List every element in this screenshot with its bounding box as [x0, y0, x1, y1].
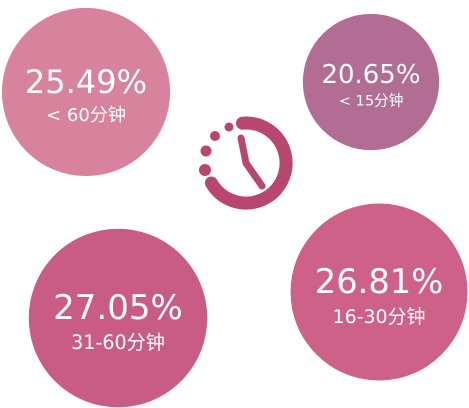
clock-hand	[242, 159, 266, 190]
category-label: 31-60分钟	[71, 331, 165, 354]
clock-dot	[200, 145, 212, 157]
category-label: < 15分钟	[339, 92, 404, 109]
percentage-label: 26.81%	[315, 262, 443, 301]
bubble	[28, 228, 208, 408]
bubble	[290, 203, 468, 381]
clock-dot	[210, 131, 220, 141]
clock-hand	[237, 134, 250, 167]
bubble	[1, 7, 171, 177]
category-label: < 60分钟	[46, 105, 126, 126]
clock-arc	[204, 116, 293, 210]
percentage-label: 25.49%	[25, 63, 147, 101]
category-label: 16-30分钟	[333, 306, 426, 328]
clock-dots	[199, 122, 234, 176]
bubble	[302, 13, 440, 151]
clock-dot	[224, 122, 234, 132]
percentage-label: 20.65%	[322, 60, 421, 90]
clock-dot	[199, 164, 211, 176]
clock-icon	[204, 116, 293, 210]
percentage-label: 27.05%	[53, 288, 183, 328]
